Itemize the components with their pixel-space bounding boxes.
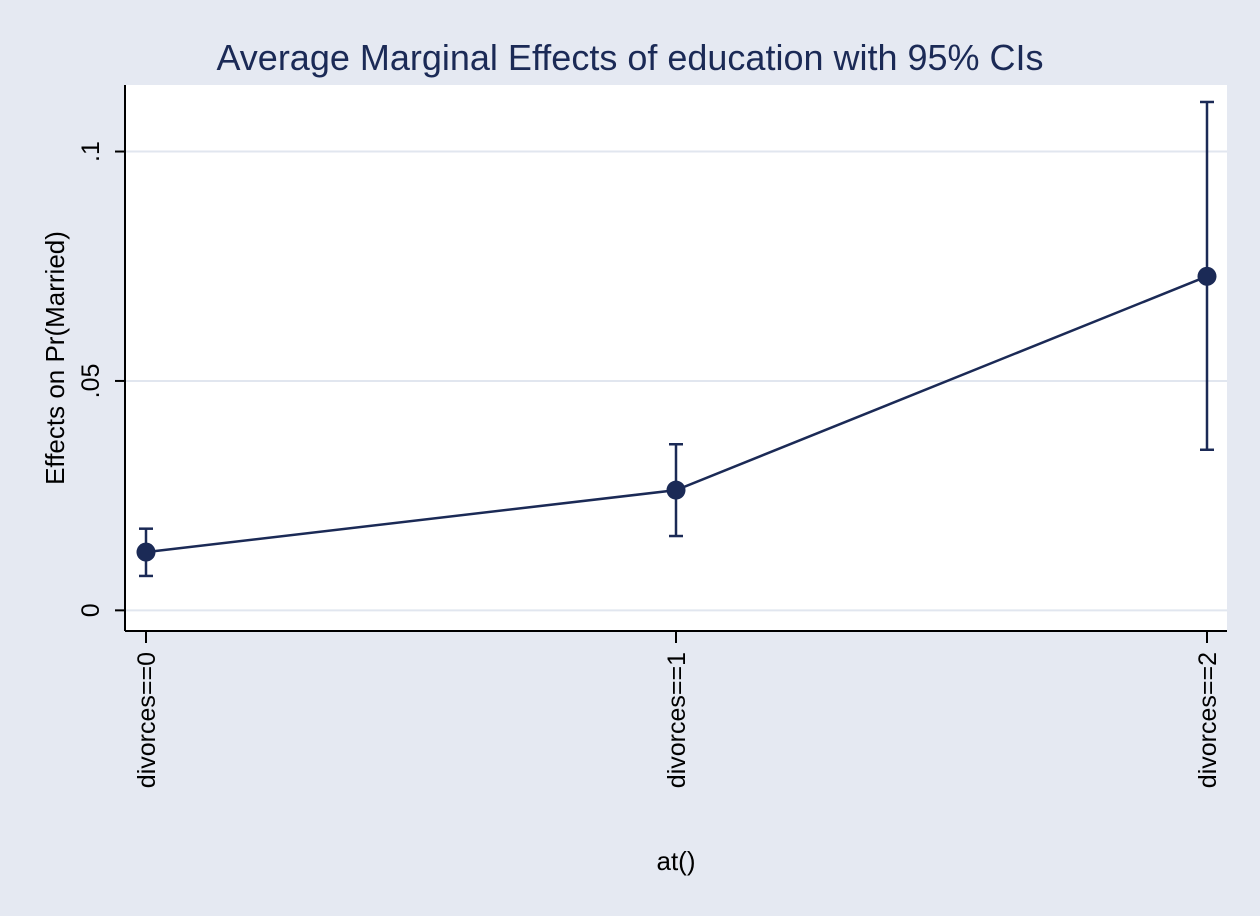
- x-tick-label: divorces==0: [133, 652, 161, 788]
- x-tick-label: divorces==1: [663, 652, 691, 788]
- y-tick-label: .1: [77, 141, 105, 162]
- gridlines: [126, 150, 1227, 612]
- axes: 0 .05 .1 divorces==0 divorces==1 divorces==2: [77, 85, 1227, 788]
- x-tick-label: divorces==2: [1194, 652, 1222, 788]
- data-point: [666, 480, 686, 500]
- y-tick-label: 0: [77, 603, 105, 617]
- chart-title: Average Marginal Effects of education wi…: [216, 37, 1043, 78]
- y-axis-label: Effects on Pr(Married): [40, 231, 70, 485]
- y-tick-label: .05: [77, 364, 105, 399]
- data-point: [1197, 266, 1217, 286]
- plot-area: [125, 85, 1227, 631]
- data-points: [136, 266, 1217, 562]
- data-point: [136, 542, 156, 562]
- x-axis-label: at(): [657, 846, 696, 876]
